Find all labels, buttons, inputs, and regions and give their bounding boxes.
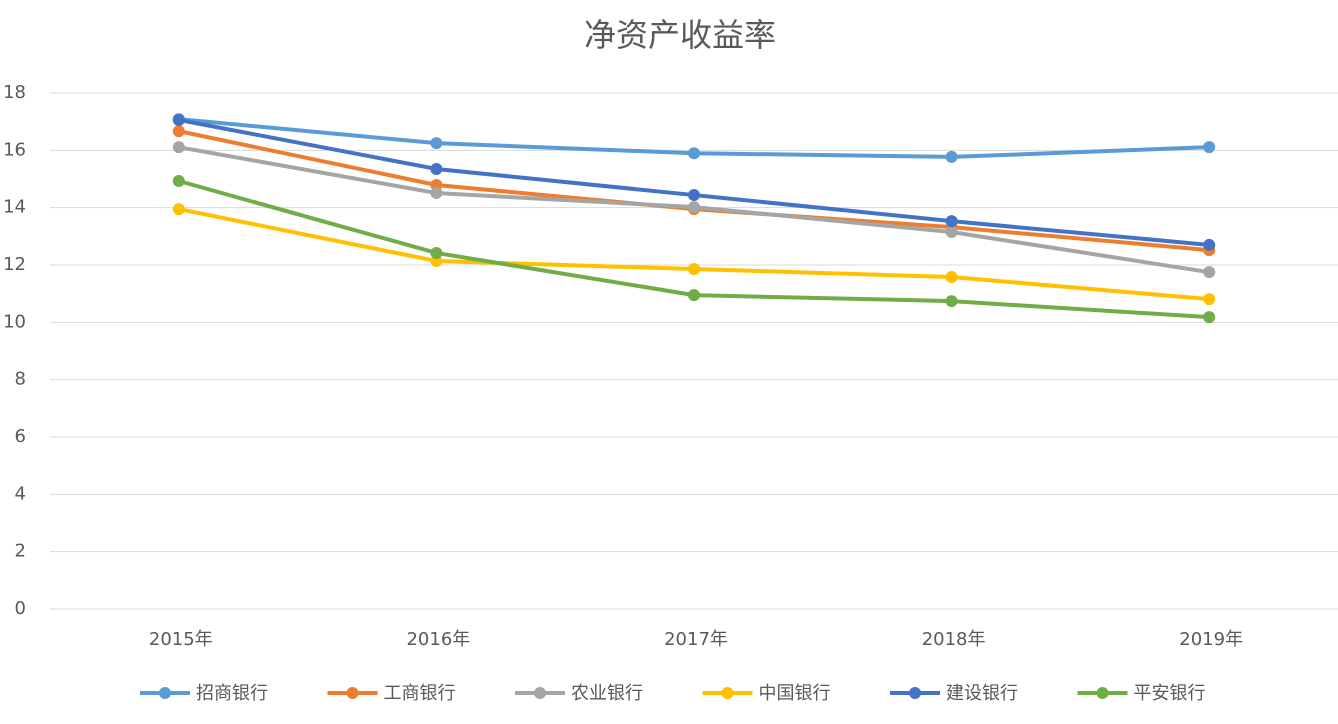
y-tick-label: 4	[15, 483, 26, 504]
point	[1203, 141, 1216, 154]
point	[945, 150, 958, 163]
legend-label: 平安银行	[1134, 683, 1206, 704]
point	[430, 162, 443, 175]
x-tick-label: 2018年	[922, 629, 986, 650]
legend-label: 建设银行	[946, 683, 1018, 704]
legend-marker	[1096, 687, 1109, 699]
legend-label: 招商银行	[196, 683, 268, 704]
point	[172, 203, 185, 216]
legend-marker	[721, 687, 734, 699]
point	[945, 226, 958, 239]
point	[1203, 238, 1216, 251]
point	[688, 289, 700, 302]
point	[430, 137, 443, 150]
point	[688, 189, 700, 202]
point	[945, 271, 958, 284]
point	[1203, 266, 1216, 279]
y-tick-label: 0	[15, 598, 26, 619]
y-tick-label: 10	[3, 311, 26, 332]
y-tick-label: 16	[3, 139, 26, 160]
x-tick-label: 2017年	[664, 629, 728, 650]
point	[688, 201, 700, 214]
y-tick-label: 12	[3, 254, 26, 275]
legend-label: 农业银行	[571, 683, 643, 704]
legend-label: 工商银行	[384, 683, 456, 704]
y-tick-label: 6	[15, 426, 26, 447]
point	[945, 215, 958, 228]
legend-label: 中国银行	[759, 683, 831, 704]
x-tick-label: 2015年	[149, 629, 213, 650]
chart-title: 净资产收益率	[584, 16, 776, 54]
y-tick-label: 14	[3, 197, 26, 218]
legend-marker	[909, 687, 921, 699]
y-tick-label: 8	[15, 369, 26, 390]
point	[430, 246, 443, 259]
x-tick-label: 2019年	[1179, 629, 1243, 650]
point	[172, 141, 185, 154]
y-tick-label: 18	[3, 82, 26, 103]
point	[172, 175, 185, 188]
point	[688, 263, 700, 276]
legend-marker	[534, 687, 546, 699]
point	[430, 187, 443, 200]
point	[945, 295, 958, 308]
legend-marker	[346, 687, 359, 699]
y-tick-label: 2	[15, 541, 26, 562]
point	[172, 125, 185, 138]
legend-marker	[159, 687, 171, 699]
point	[1203, 293, 1216, 306]
point	[688, 147, 700, 160]
point	[172, 113, 185, 126]
x-tick-label: 2016年	[406, 629, 470, 650]
point	[1203, 311, 1216, 324]
